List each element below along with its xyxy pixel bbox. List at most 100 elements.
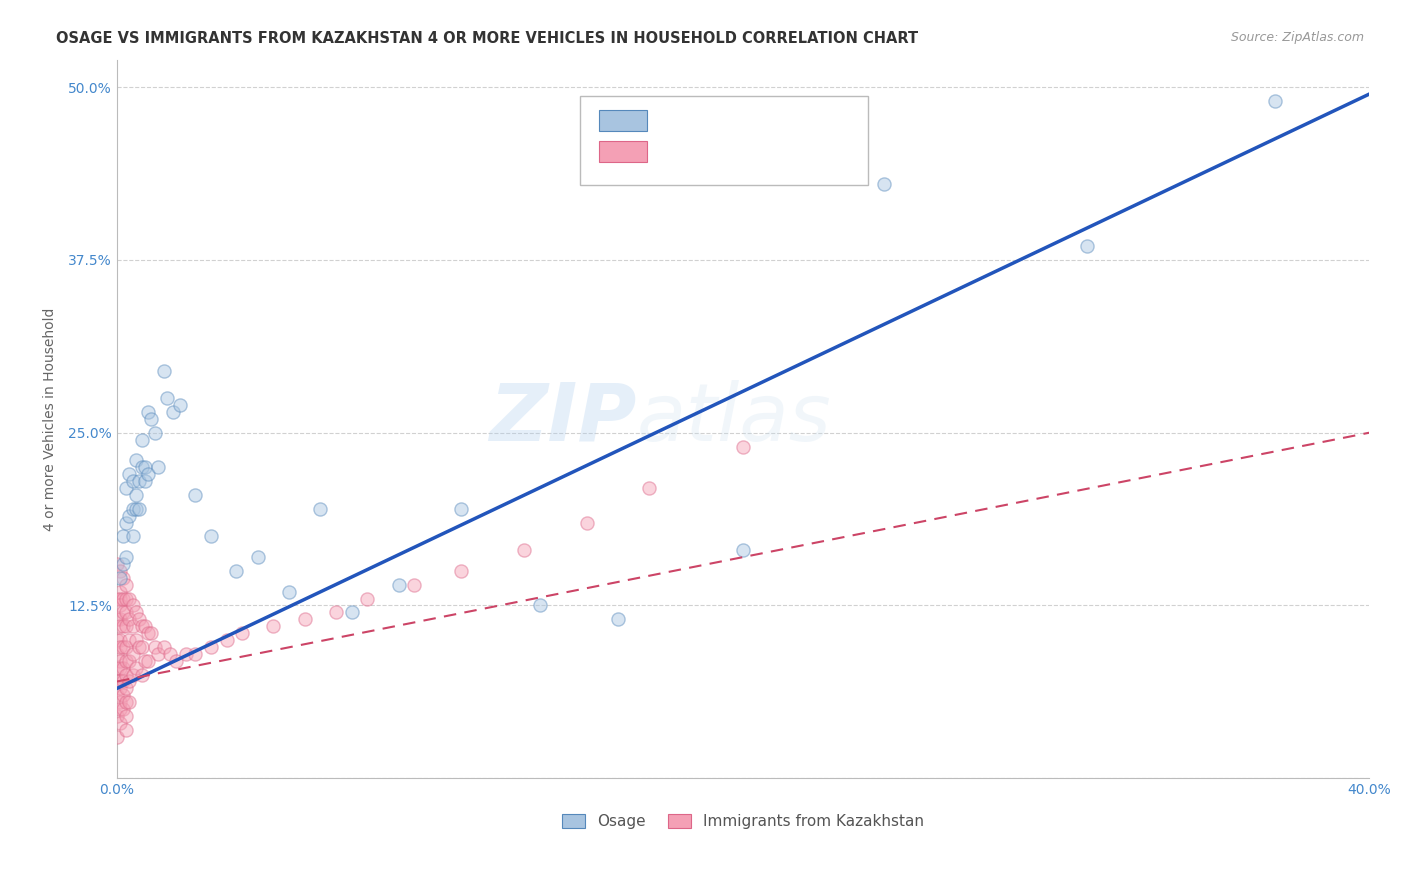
Point bbox=[112, 606, 135, 620]
Point bbox=[131, 667, 153, 681]
Point bbox=[1076, 239, 1098, 253]
Point bbox=[215, 633, 238, 648]
Point bbox=[246, 550, 269, 565]
Point bbox=[118, 674, 141, 689]
Point bbox=[115, 516, 138, 530]
Point bbox=[169, 398, 191, 412]
Point bbox=[263, 619, 285, 633]
Text: R = 0.090: R = 0.090 bbox=[659, 145, 740, 159]
Point bbox=[450, 501, 472, 516]
Point bbox=[112, 674, 135, 689]
Point bbox=[115, 723, 138, 737]
Point bbox=[141, 412, 163, 426]
Point bbox=[121, 474, 143, 488]
Point bbox=[115, 640, 138, 654]
Point bbox=[143, 425, 166, 440]
Point bbox=[115, 654, 138, 668]
Point bbox=[146, 460, 169, 475]
Point bbox=[1264, 94, 1286, 108]
Point bbox=[125, 501, 148, 516]
Point bbox=[105, 661, 128, 675]
Point bbox=[108, 633, 131, 648]
Point bbox=[125, 453, 148, 467]
Point bbox=[105, 688, 128, 702]
Point bbox=[200, 640, 222, 654]
Point bbox=[112, 529, 135, 543]
Point bbox=[200, 529, 222, 543]
Point bbox=[105, 612, 128, 626]
FancyBboxPatch shape bbox=[599, 110, 647, 131]
Point bbox=[118, 654, 141, 668]
Point bbox=[134, 654, 156, 668]
Point bbox=[121, 647, 143, 661]
Point bbox=[115, 709, 138, 723]
Point bbox=[108, 564, 131, 578]
Point bbox=[108, 654, 131, 668]
Point bbox=[121, 667, 143, 681]
Point bbox=[153, 640, 176, 654]
Point bbox=[105, 633, 128, 648]
Point bbox=[388, 578, 411, 592]
Point bbox=[162, 405, 184, 419]
Point bbox=[108, 571, 131, 585]
Point bbox=[112, 640, 135, 654]
Point bbox=[325, 606, 347, 620]
Point bbox=[115, 667, 138, 681]
Text: Source: ZipAtlas.com: Source: ZipAtlas.com bbox=[1230, 31, 1364, 45]
Point bbox=[136, 654, 159, 668]
Point bbox=[108, 619, 131, 633]
Point bbox=[115, 606, 138, 620]
Point bbox=[108, 591, 131, 606]
Point bbox=[105, 591, 128, 606]
Point bbox=[128, 612, 150, 626]
Point bbox=[136, 405, 159, 419]
Point bbox=[128, 640, 150, 654]
Point bbox=[146, 647, 169, 661]
Point bbox=[278, 584, 301, 599]
Text: OSAGE VS IMMIGRANTS FROM KAZAKHSTAN 4 OR MORE VEHICLES IN HOUSEHOLD CORRELATION : OSAGE VS IMMIGRANTS FROM KAZAKHSTAN 4 OR… bbox=[56, 31, 918, 46]
Point bbox=[108, 715, 131, 730]
Point bbox=[108, 702, 131, 716]
Point bbox=[184, 647, 207, 661]
Point bbox=[225, 564, 247, 578]
Point bbox=[529, 599, 551, 613]
Point bbox=[121, 619, 143, 633]
Point bbox=[105, 647, 128, 661]
Point bbox=[112, 702, 135, 716]
Point bbox=[108, 674, 131, 689]
Point bbox=[108, 695, 131, 709]
Point bbox=[136, 626, 159, 640]
Point bbox=[143, 640, 166, 654]
Point bbox=[115, 591, 138, 606]
Point bbox=[165, 654, 187, 668]
Point bbox=[105, 730, 128, 744]
Point bbox=[118, 695, 141, 709]
Point bbox=[356, 591, 378, 606]
Point bbox=[136, 467, 159, 482]
Point bbox=[118, 612, 141, 626]
Point bbox=[121, 599, 143, 613]
Point bbox=[156, 391, 179, 405]
Point bbox=[121, 501, 143, 516]
Point bbox=[112, 557, 135, 571]
Point bbox=[873, 177, 896, 191]
Point bbox=[294, 612, 316, 626]
Point bbox=[575, 516, 598, 530]
FancyBboxPatch shape bbox=[581, 95, 869, 186]
Text: N = 88: N = 88 bbox=[772, 145, 832, 159]
FancyBboxPatch shape bbox=[599, 141, 647, 162]
Point bbox=[115, 619, 138, 633]
Point bbox=[184, 488, 207, 502]
Point bbox=[125, 633, 148, 648]
Y-axis label: 4 or more Vehicles in Household: 4 or more Vehicles in Household bbox=[44, 307, 58, 531]
Point bbox=[134, 460, 156, 475]
Text: atlas: atlas bbox=[637, 380, 831, 458]
Point bbox=[131, 433, 153, 447]
Point bbox=[115, 550, 138, 565]
Point bbox=[125, 606, 148, 620]
Point bbox=[118, 633, 141, 648]
Point bbox=[112, 661, 135, 675]
Point bbox=[121, 529, 143, 543]
Point bbox=[112, 571, 135, 585]
Point bbox=[141, 626, 163, 640]
